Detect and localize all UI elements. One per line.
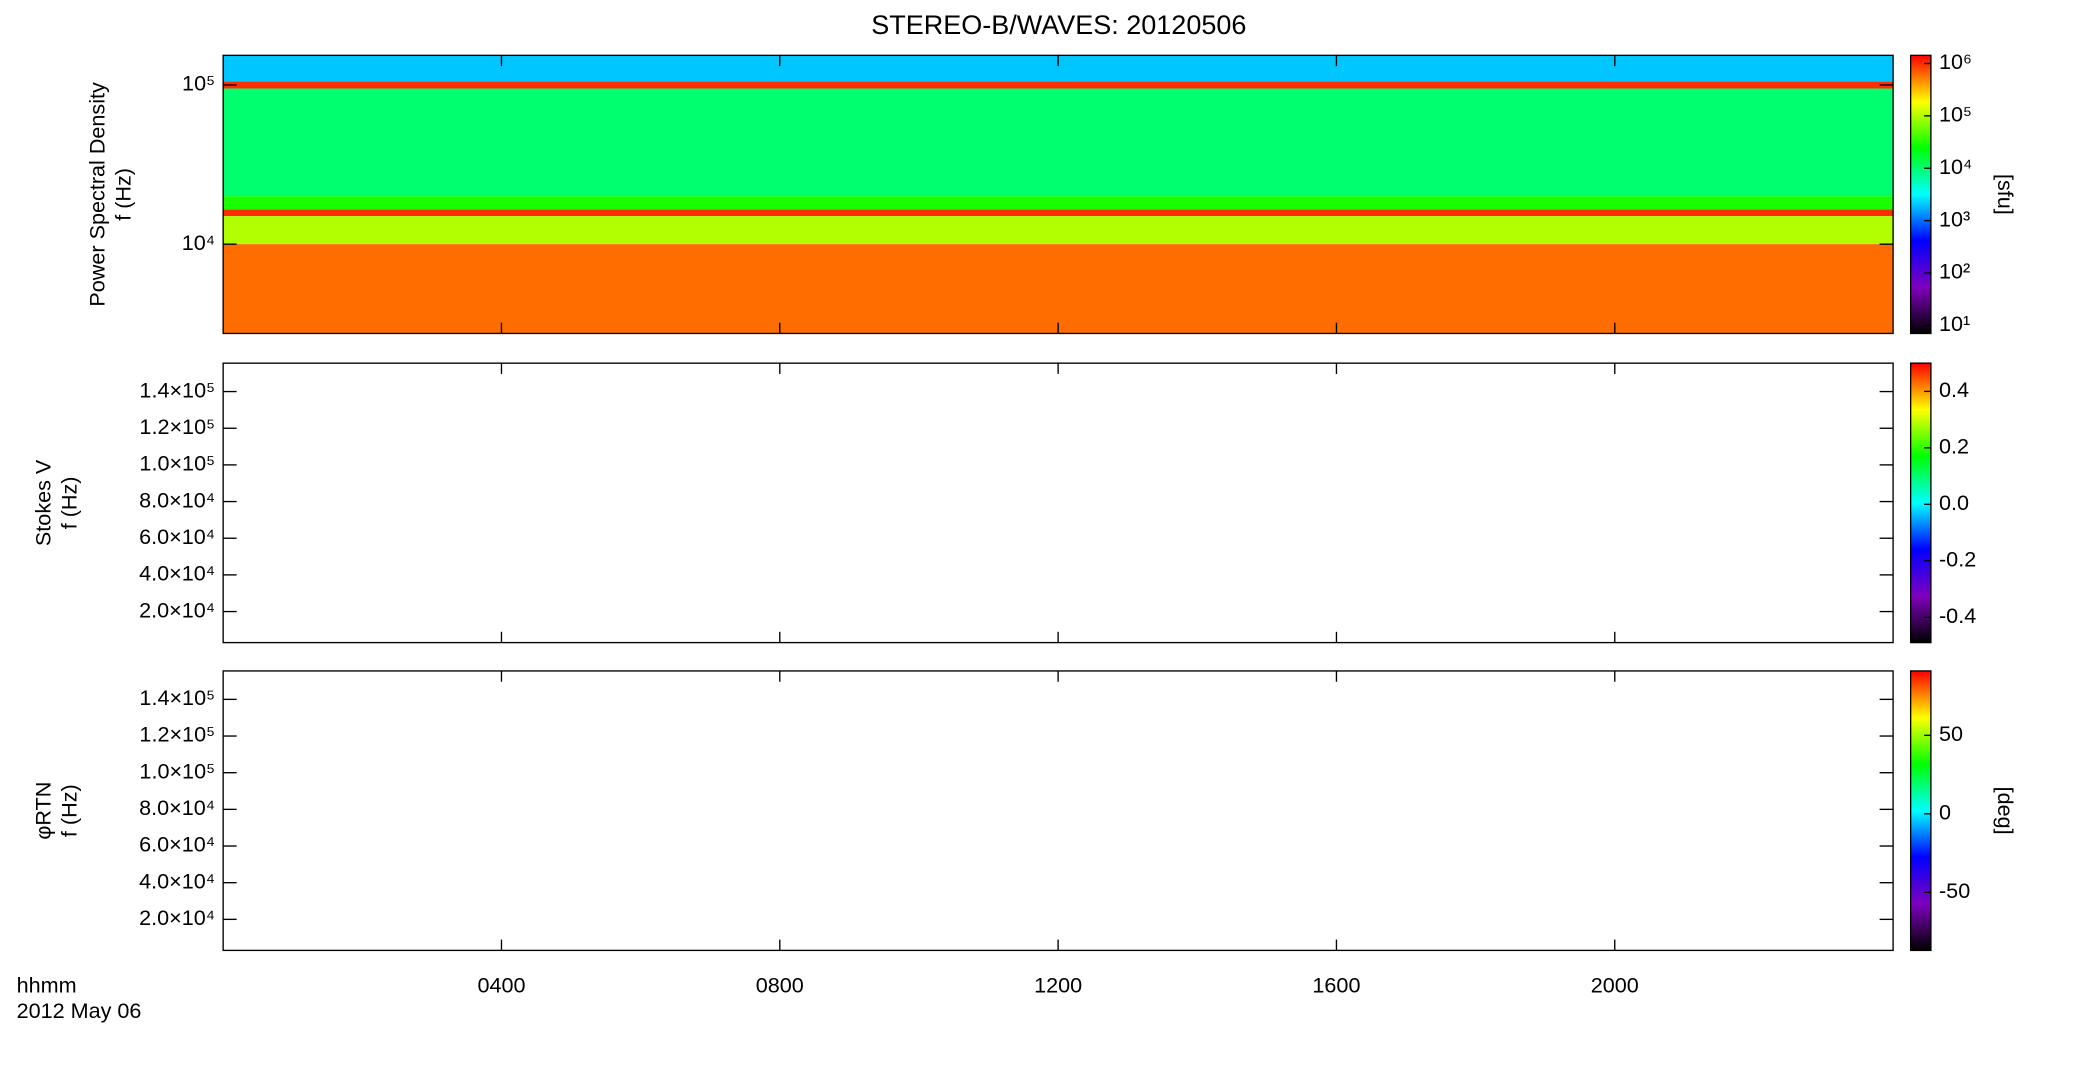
plot-frame (222, 362, 1894, 644)
spectrogram-band (223, 81, 1894, 89)
y-tick-label: 6.0×10⁴ (139, 832, 215, 857)
y-axis-label: f (Hz) (110, 168, 135, 221)
y-axis-label: f (Hz) (56, 476, 81, 529)
x-tick-label: 1600 (1312, 973, 1360, 998)
spectrogram-band (223, 244, 1894, 334)
colorbar-tick-label: 10³ (1939, 206, 1970, 231)
y-tick-label: 2.0×10⁴ (139, 905, 215, 930)
colorbar-tick-label: 10² (1939, 259, 1970, 284)
spectrogram-band (223, 216, 1894, 245)
x-tick-label: 0800 (756, 973, 804, 998)
colorbar (1909, 54, 1932, 335)
colorbar-tick-label: 10⁵ (1939, 102, 1972, 127)
date-label: 2012 May 06 (17, 998, 142, 1023)
colorbar-tick-label: 0.2 (1939, 434, 1969, 459)
colorbar-label: [sfu] (1993, 174, 2018, 215)
colorbar-tick-label: 10⁴ (1939, 154, 1972, 179)
x-tick-label: 0400 (477, 973, 525, 998)
y-tick-label: 8.0×10⁴ (139, 487, 215, 512)
y-tick-label: 4.0×10⁴ (139, 561, 215, 586)
y-tick-label: 1.2×10⁵ (139, 722, 215, 747)
chart-title: STEREO-B/WAVES: 20120506 (871, 10, 1246, 40)
colorbar-tick-label: 0 (1939, 800, 1951, 825)
y-tick-label: 1.2×10⁵ (139, 414, 215, 439)
y-tick-label: 1.0×10⁵ (139, 758, 215, 783)
x-axis-label: hhmm (17, 973, 77, 998)
colorbar-tick-label: 0.0 (1939, 490, 1969, 515)
colorbar-tick-label: -0.4 (1939, 603, 1976, 628)
y-tick-label: 10⁵ (182, 71, 215, 96)
y-tick-label: 1.0×10⁵ (139, 451, 215, 476)
y-tick-label: 1.4×10⁵ (139, 377, 215, 402)
y-axis-label: φRTN (31, 782, 56, 840)
y-tick-label: 10⁴ (182, 230, 215, 255)
colorbar-label: [deg] (1993, 787, 2018, 835)
spectrogram-band (223, 88, 1894, 197)
spectrogram-band (223, 209, 1894, 217)
colorbar-tick-label: -0.2 (1939, 546, 1976, 571)
plot-frame (222, 670, 1894, 952)
y-axis-label: Power Spectral Density (85, 82, 110, 307)
colorbar-tick-label: 0.4 (1939, 377, 1969, 402)
y-tick-label: 6.0×10⁴ (139, 524, 215, 549)
colorbar-tick-label: -50 (1939, 878, 1970, 903)
colorbar-tick-label: 10¹ (1939, 311, 1970, 336)
y-axis-label: Stokes V (31, 459, 56, 546)
y-tick-label: 2.0×10⁴ (139, 597, 215, 622)
y-tick-label: 8.0×10⁴ (139, 795, 215, 820)
y-axis-label: f (Hz) (56, 784, 81, 837)
colorbar (1909, 670, 1932, 952)
colorbar-tick-label: 50 (1939, 721, 1963, 746)
x-tick-label: 2000 (1591, 973, 1639, 998)
y-tick-label: 1.4×10⁵ (139, 685, 215, 710)
y-tick-label: 4.0×10⁴ (139, 868, 215, 893)
colorbar (1909, 362, 1932, 644)
spectrogram-band (223, 196, 1894, 210)
colorbar-tick-label: 10⁶ (1939, 49, 1972, 74)
x-tick-label: 1200 (1034, 973, 1082, 998)
